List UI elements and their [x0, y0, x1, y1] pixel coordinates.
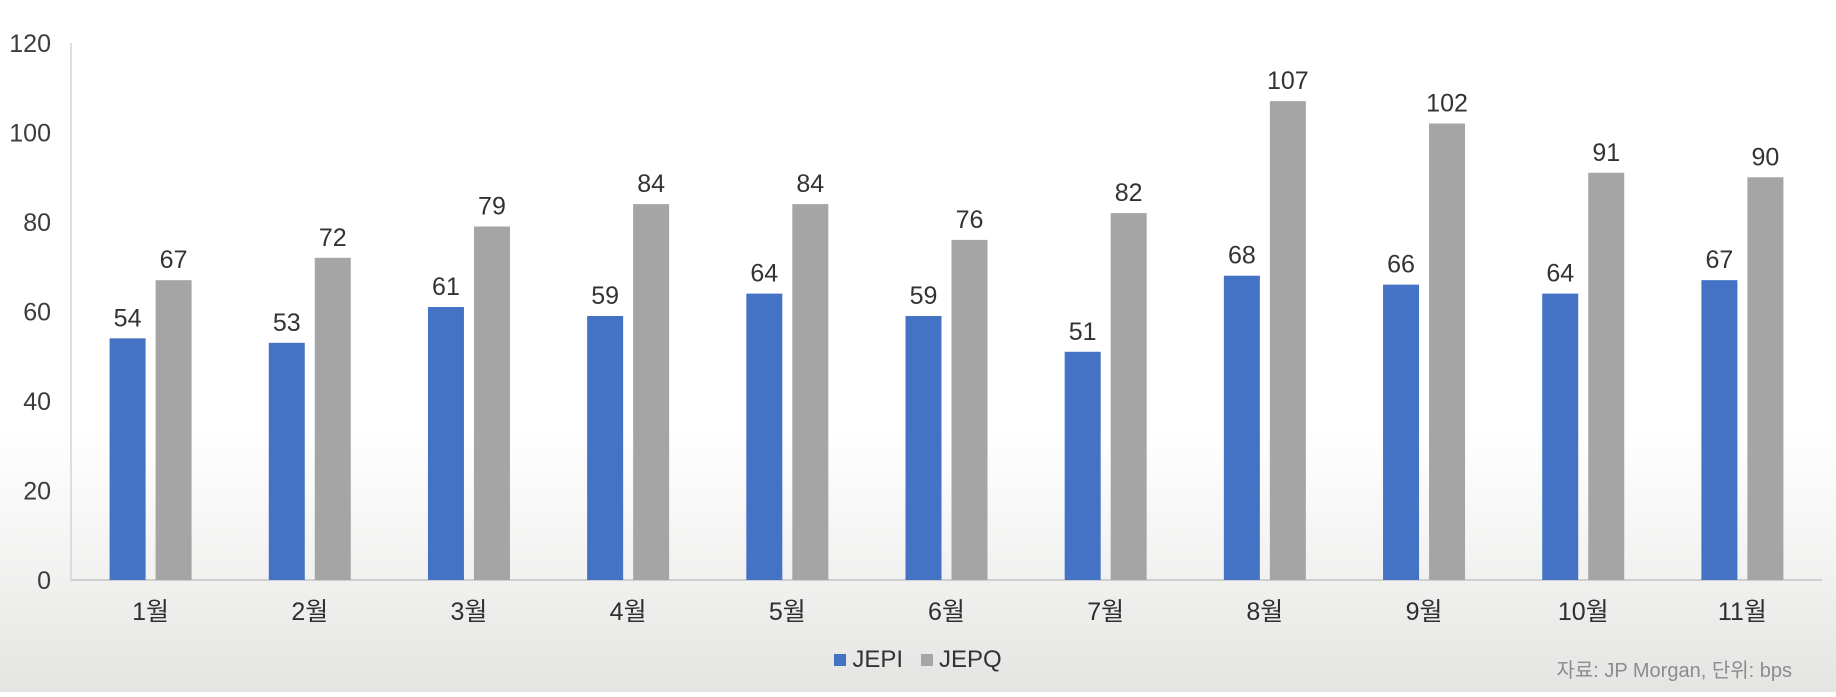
bar-jepi — [109, 338, 146, 580]
x-tick-label: 11월 — [1718, 598, 1767, 626]
x-tick-label: 10월 — [1558, 598, 1609, 626]
data-label-jepi: 64 — [750, 260, 778, 288]
bar-jepq — [792, 204, 829, 580]
bar-jepq — [1588, 172, 1625, 580]
y-tick-label: 80 — [23, 209, 51, 237]
x-tick-label: 8월 — [1246, 598, 1283, 626]
bar-jepq — [1429, 123, 1466, 581]
y-tick-label: 40 — [23, 388, 51, 416]
x-tick-label: 9월 — [1406, 598, 1443, 626]
data-label-jepi: 68 — [1228, 242, 1256, 270]
y-tick-label: 20 — [23, 478, 51, 506]
bar-jepi — [1223, 275, 1260, 580]
data-label-jepq: 90 — [1752, 143, 1780, 171]
source-note: 자료: JP Morgan, 단위: bps — [1556, 660, 1792, 682]
bar-jepi — [1383, 284, 1420, 580]
data-label-jepi: 61 — [432, 273, 460, 301]
y-tick-label: 100 — [9, 120, 51, 148]
bar-jepq — [1269, 101, 1306, 581]
data-label-jepq: 84 — [796, 170, 824, 198]
data-label-jepq: 91 — [1592, 139, 1620, 167]
bar-jepi — [427, 307, 464, 580]
data-label-jepi: 59 — [591, 282, 619, 310]
data-label-jepq: 102 — [1426, 90, 1468, 118]
legend-swatch-jepi — [834, 654, 847, 666]
legend: JEPI JEPQ — [0, 646, 1836, 674]
legend-swatch-jepq — [921, 654, 933, 666]
data-label-jepq: 76 — [956, 206, 984, 234]
data-label-jepq: 84 — [637, 170, 665, 198]
x-tick-label: 6월 — [928, 598, 965, 626]
data-label-jepq: 79 — [478, 192, 506, 220]
bar-jepq — [473, 226, 510, 580]
x-tick-label: 4월 — [610, 598, 647, 626]
x-tick-label: 2월 — [291, 598, 328, 626]
data-label-jepi: 53 — [273, 309, 301, 337]
y-tick-label: 60 — [23, 299, 51, 327]
legend-item-jepq: JEPQ — [921, 646, 1002, 674]
bar-jepi — [1064, 351, 1101, 580]
data-label-jepq: 107 — [1267, 67, 1309, 95]
x-tick-label: 3월 — [451, 598, 488, 626]
data-label-jepi: 59 — [910, 282, 938, 310]
data-label-jepi: 64 — [1546, 260, 1574, 288]
bar-jepq — [1747, 177, 1784, 580]
bar-jepq — [951, 239, 988, 580]
bar-jepq — [633, 204, 670, 580]
bar-jepi — [905, 315, 942, 580]
bar-jepi — [268, 342, 305, 580]
bar-jepi — [1701, 280, 1738, 580]
bar-jepi — [1542, 293, 1579, 580]
data-label-jepq: 82 — [1115, 179, 1143, 207]
data-label-jepq: 67 — [160, 246, 188, 274]
legend-label-jepi: JEPI — [852, 646, 903, 673]
data-label-jepq: 72 — [319, 224, 347, 252]
bar-jepq — [314, 257, 351, 580]
data-label-jepi: 66 — [1387, 251, 1415, 279]
y-axis-ticks: 0 20 40 60 80 100 120 — [9, 30, 51, 595]
x-tick-label: 7월 — [1087, 598, 1124, 626]
x-tick-label: 5월 — [769, 598, 806, 626]
bar-jepq — [155, 280, 192, 580]
data-labels-group: 54 67 53 72 61 79 59 84 64 84 59 76 51 82 68 107 66 102 64… — [114, 67, 1780, 346]
bar-jepi — [746, 293, 783, 580]
y-tick-label: 120 — [9, 30, 51, 58]
legend-item-jepi: JEPI — [834, 646, 903, 674]
x-tick-label: 1월 — [132, 598, 169, 626]
bars-group — [109, 101, 1784, 581]
bar-jepi — [587, 315, 624, 580]
x-axis-ticks: 1월 2월 3월 4월 5월 6월 7월 8월 9월 10월 11월 — [132, 598, 1767, 626]
bar-jepq — [1110, 213, 1147, 581]
y-tick-label: 0 — [37, 567, 51, 595]
data-label-jepi: 67 — [1706, 246, 1734, 274]
data-label-jepi: 51 — [1069, 318, 1097, 346]
legend-label-jepq: JEPQ — [939, 646, 1002, 673]
data-label-jepi: 54 — [114, 304, 142, 332]
